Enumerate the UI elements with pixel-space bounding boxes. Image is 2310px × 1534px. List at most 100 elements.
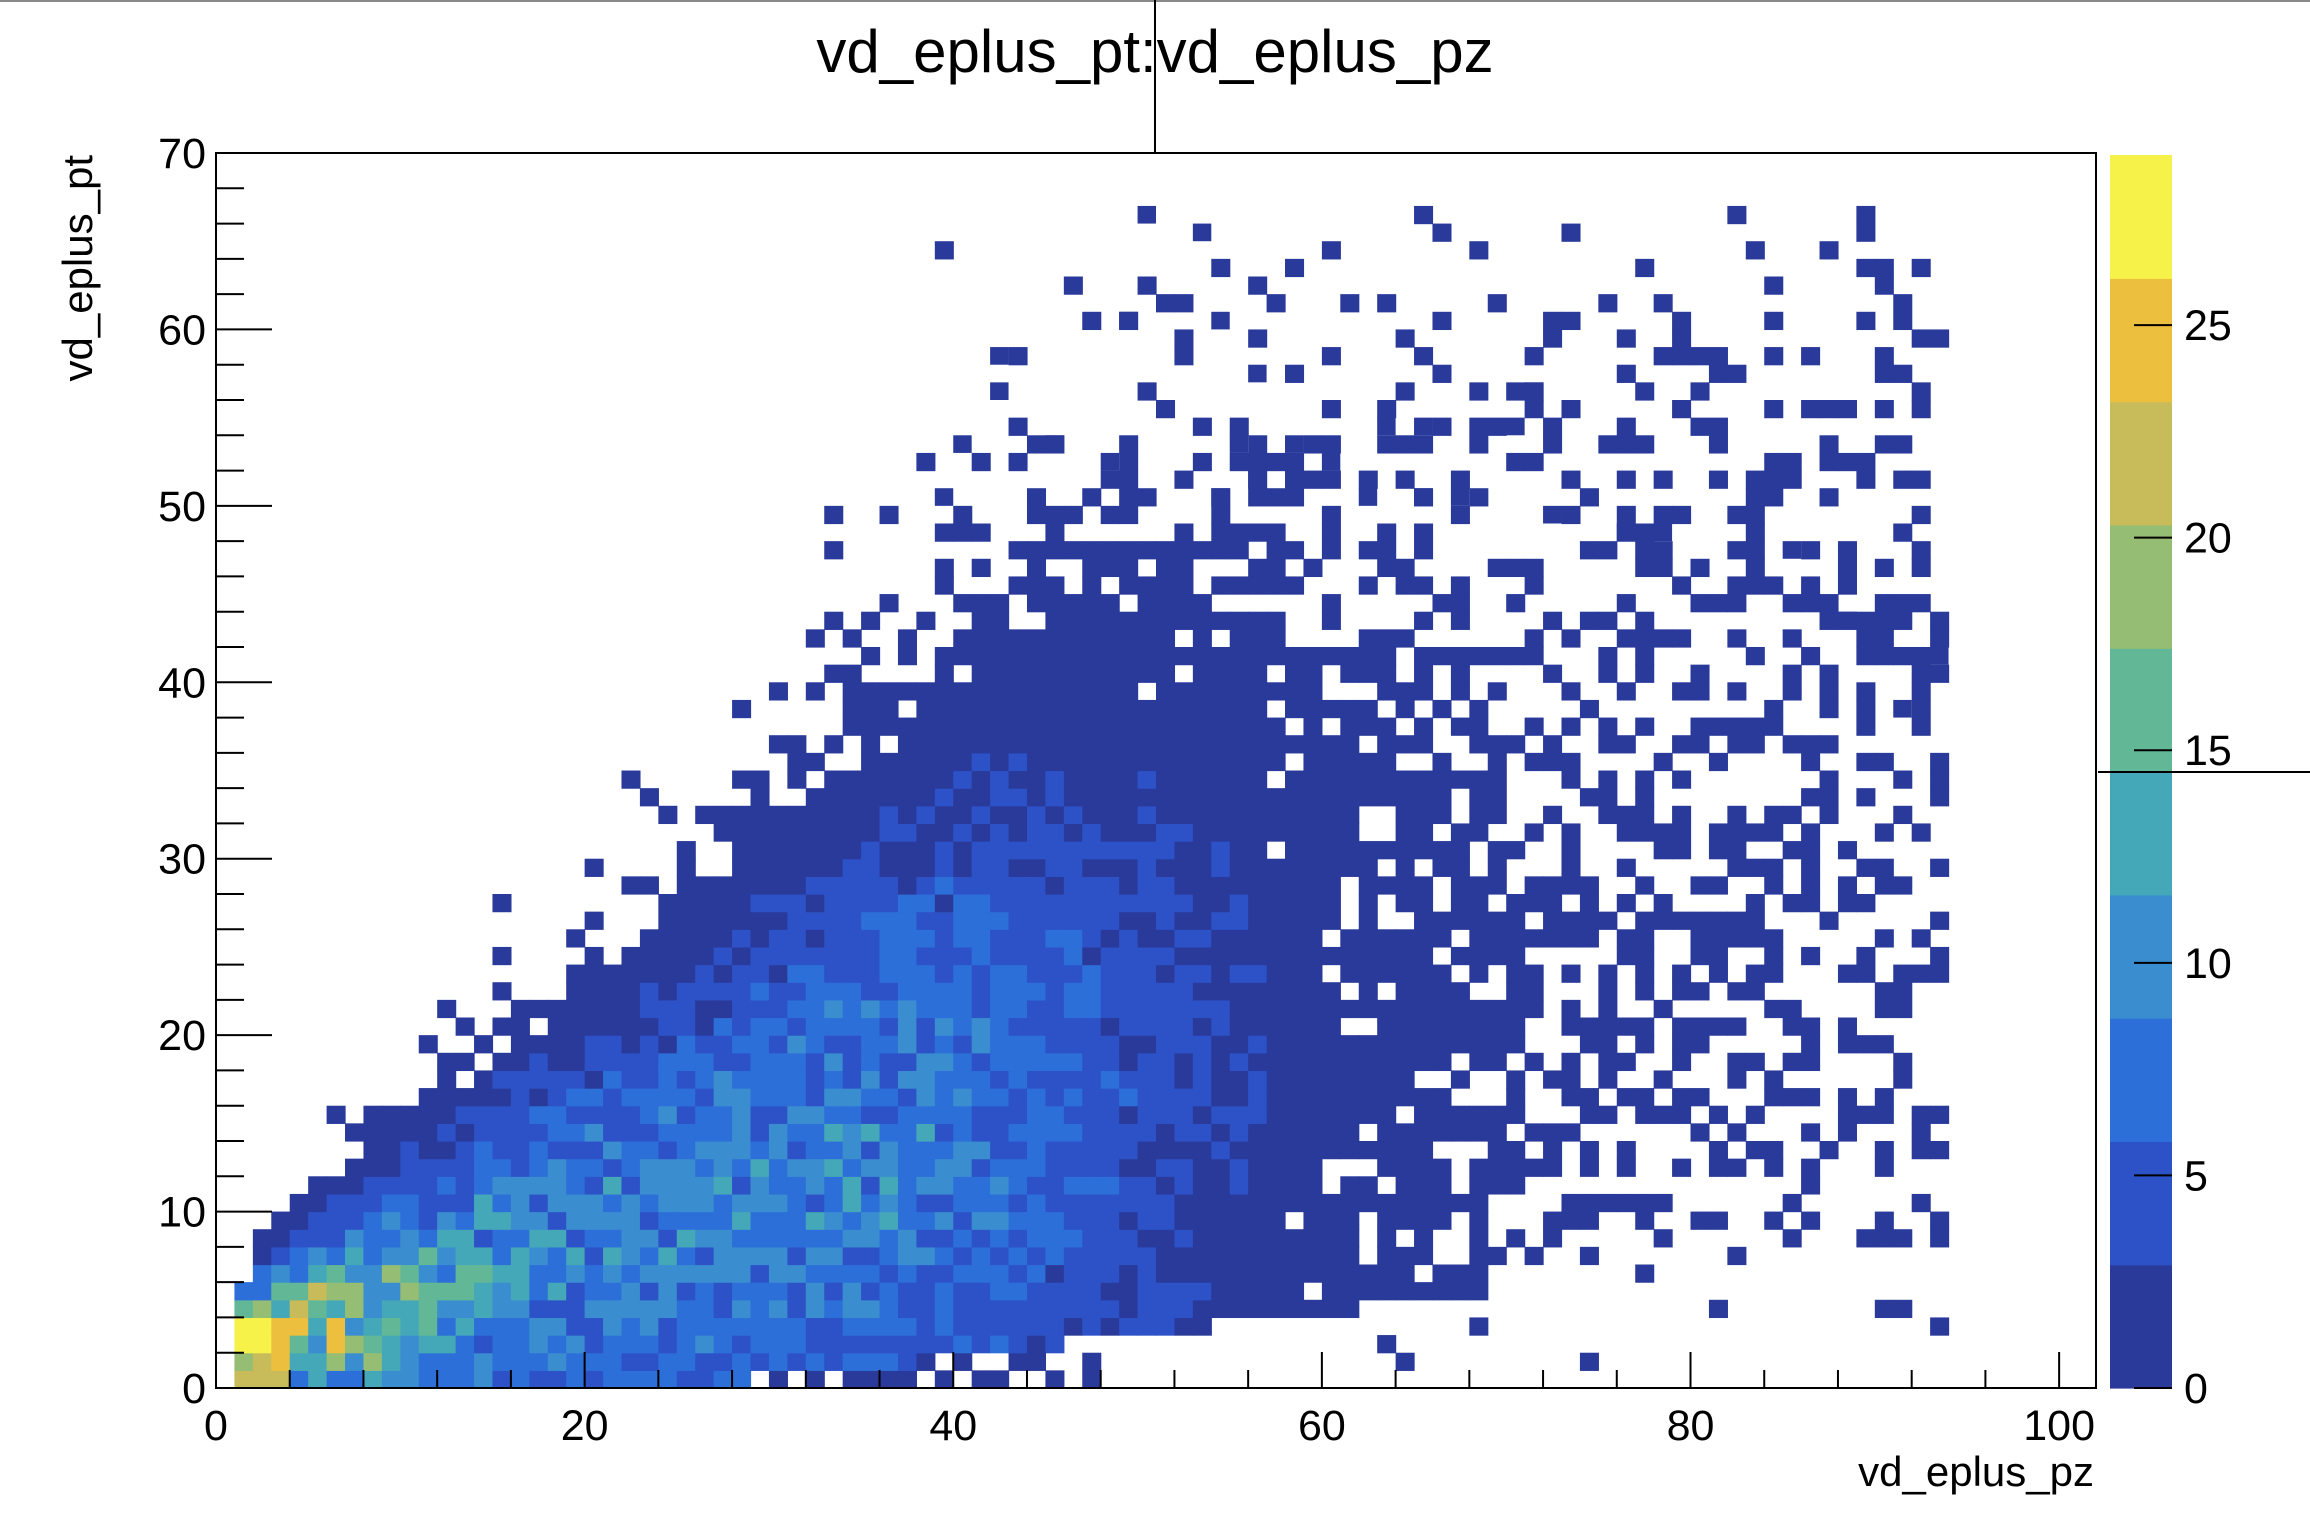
histogram-bin bbox=[381, 1229, 401, 1248]
histogram-bin bbox=[879, 788, 899, 807]
histogram-bin bbox=[1782, 452, 1802, 472]
histogram-bin bbox=[1156, 699, 1176, 719]
histogram-bin bbox=[824, 858, 844, 877]
histogram-bin bbox=[805, 911, 825, 930]
histogram-bin bbox=[990, 946, 1010, 966]
histogram-bin bbox=[1819, 1141, 1839, 1160]
histogram-bin bbox=[566, 1264, 586, 1283]
histogram-bin bbox=[1358, 699, 1378, 719]
histogram-bin bbox=[971, 770, 991, 789]
histogram-bin bbox=[510, 1158, 530, 1177]
histogram-bin bbox=[1137, 382, 1157, 401]
histogram-bin bbox=[842, 1176, 862, 1195]
histogram-bin bbox=[584, 946, 604, 966]
histogram-bin bbox=[455, 1335, 475, 1354]
histogram-bin bbox=[953, 858, 973, 877]
histogram-bin bbox=[842, 699, 862, 719]
histogram-bin bbox=[1856, 717, 1876, 736]
histogram-bin bbox=[897, 735, 917, 754]
outlier-bin bbox=[934, 488, 954, 506]
histogram-bin bbox=[1063, 505, 1083, 525]
histogram-bin bbox=[1930, 611, 1950, 630]
histogram-bin bbox=[713, 946, 733, 966]
histogram-bin bbox=[1229, 523, 1249, 542]
histogram-bin bbox=[805, 1176, 825, 1195]
histogram-bin bbox=[492, 1070, 512, 1089]
histogram-bin bbox=[971, 1158, 991, 1177]
histogram-bin bbox=[897, 1229, 917, 1248]
histogram-bin bbox=[474, 1070, 494, 1089]
histogram-bin bbox=[639, 1017, 659, 1036]
histogram-bin bbox=[1063, 1264, 1083, 1283]
histogram-bin bbox=[1487, 1052, 1507, 1072]
histogram-bin bbox=[916, 929, 936, 948]
histogram-bin bbox=[1414, 1141, 1434, 1160]
histogram-bin bbox=[750, 1193, 770, 1213]
histogram-bin bbox=[529, 1370, 549, 1389]
histogram-bin bbox=[1598, 1105, 1618, 1124]
histogram-bin bbox=[621, 1299, 641, 1319]
histogram-bin bbox=[547, 1052, 567, 1072]
histogram-bin bbox=[1377, 964, 1397, 983]
histogram-bin bbox=[1321, 752, 1341, 772]
histogram-bin bbox=[1395, 929, 1415, 948]
histogram-bin bbox=[1229, 982, 1249, 1001]
histogram-bin bbox=[1266, 911, 1286, 930]
histogram-bin bbox=[1395, 805, 1415, 825]
histogram-bin bbox=[1082, 1229, 1102, 1248]
histogram-bin bbox=[1727, 541, 1747, 560]
histogram-bin bbox=[879, 1211, 899, 1230]
histogram-bin bbox=[1026, 1123, 1047, 1142]
histogram-bin bbox=[1893, 805, 1913, 825]
histogram-bin bbox=[842, 1229, 862, 1248]
histogram-bin bbox=[1285, 258, 1305, 278]
histogram-bin bbox=[1026, 1017, 1047, 1036]
histogram-bin bbox=[1377, 400, 1397, 419]
histogram-bin bbox=[1156, 1052, 1176, 1072]
histogram-bin bbox=[474, 1105, 494, 1124]
outlier-bin bbox=[1211, 488, 1230, 506]
histogram-bin bbox=[1026, 1229, 1047, 1248]
histogram-bin bbox=[1432, 964, 1452, 983]
histogram-bin bbox=[1340, 294, 1360, 313]
histogram-bin bbox=[510, 1352, 530, 1371]
histogram-bin bbox=[1137, 276, 1157, 295]
histogram-bin bbox=[1063, 1193, 1083, 1213]
histogram-bin bbox=[603, 1335, 623, 1354]
histogram-bin bbox=[1321, 1211, 1341, 1230]
histogram-bin bbox=[990, 1229, 1010, 1248]
histogram-bin bbox=[787, 999, 807, 1019]
histogram-bin bbox=[510, 1282, 530, 1301]
histogram-bin bbox=[934, 841, 954, 860]
histogram-bin bbox=[1856, 452, 1876, 472]
histogram-bin bbox=[345, 1211, 365, 1230]
histogram-bin bbox=[1635, 717, 1655, 736]
histogram-bin bbox=[1137, 1070, 1157, 1089]
histogram-bin bbox=[1764, 876, 1784, 895]
histogram-bin bbox=[1672, 629, 1692, 648]
histogram-bin bbox=[1395, 1052, 1415, 1072]
histogram-bin bbox=[603, 1017, 623, 1036]
histogram-bin bbox=[971, 982, 991, 1001]
histogram-bin bbox=[1026, 1211, 1047, 1230]
histogram-bin bbox=[971, 1335, 991, 1354]
histogram-bin bbox=[437, 1317, 457, 1336]
histogram-bin bbox=[1248, 876, 1268, 895]
histogram-bin bbox=[1506, 558, 1526, 578]
histogram-bin bbox=[1414, 611, 1434, 630]
histogram-bin bbox=[1248, 558, 1268, 578]
histogram-bin bbox=[1285, 1282, 1305, 1301]
histogram-bin bbox=[1008, 1088, 1028, 1107]
histogram-bin bbox=[492, 1352, 512, 1371]
histogram-bin bbox=[1266, 611, 1286, 630]
histogram-bin bbox=[1174, 682, 1194, 701]
histogram-bin bbox=[861, 858, 881, 877]
histogram-bin bbox=[1395, 1017, 1415, 1036]
histogram-bin bbox=[971, 946, 991, 966]
histogram-bin bbox=[861, 1299, 881, 1319]
histogram-bin bbox=[824, 1229, 844, 1248]
histogram-bin bbox=[713, 823, 733, 842]
histogram-bin bbox=[1266, 805, 1286, 825]
histogram-bin bbox=[1543, 735, 1563, 754]
histogram-bin bbox=[1248, 982, 1268, 1001]
